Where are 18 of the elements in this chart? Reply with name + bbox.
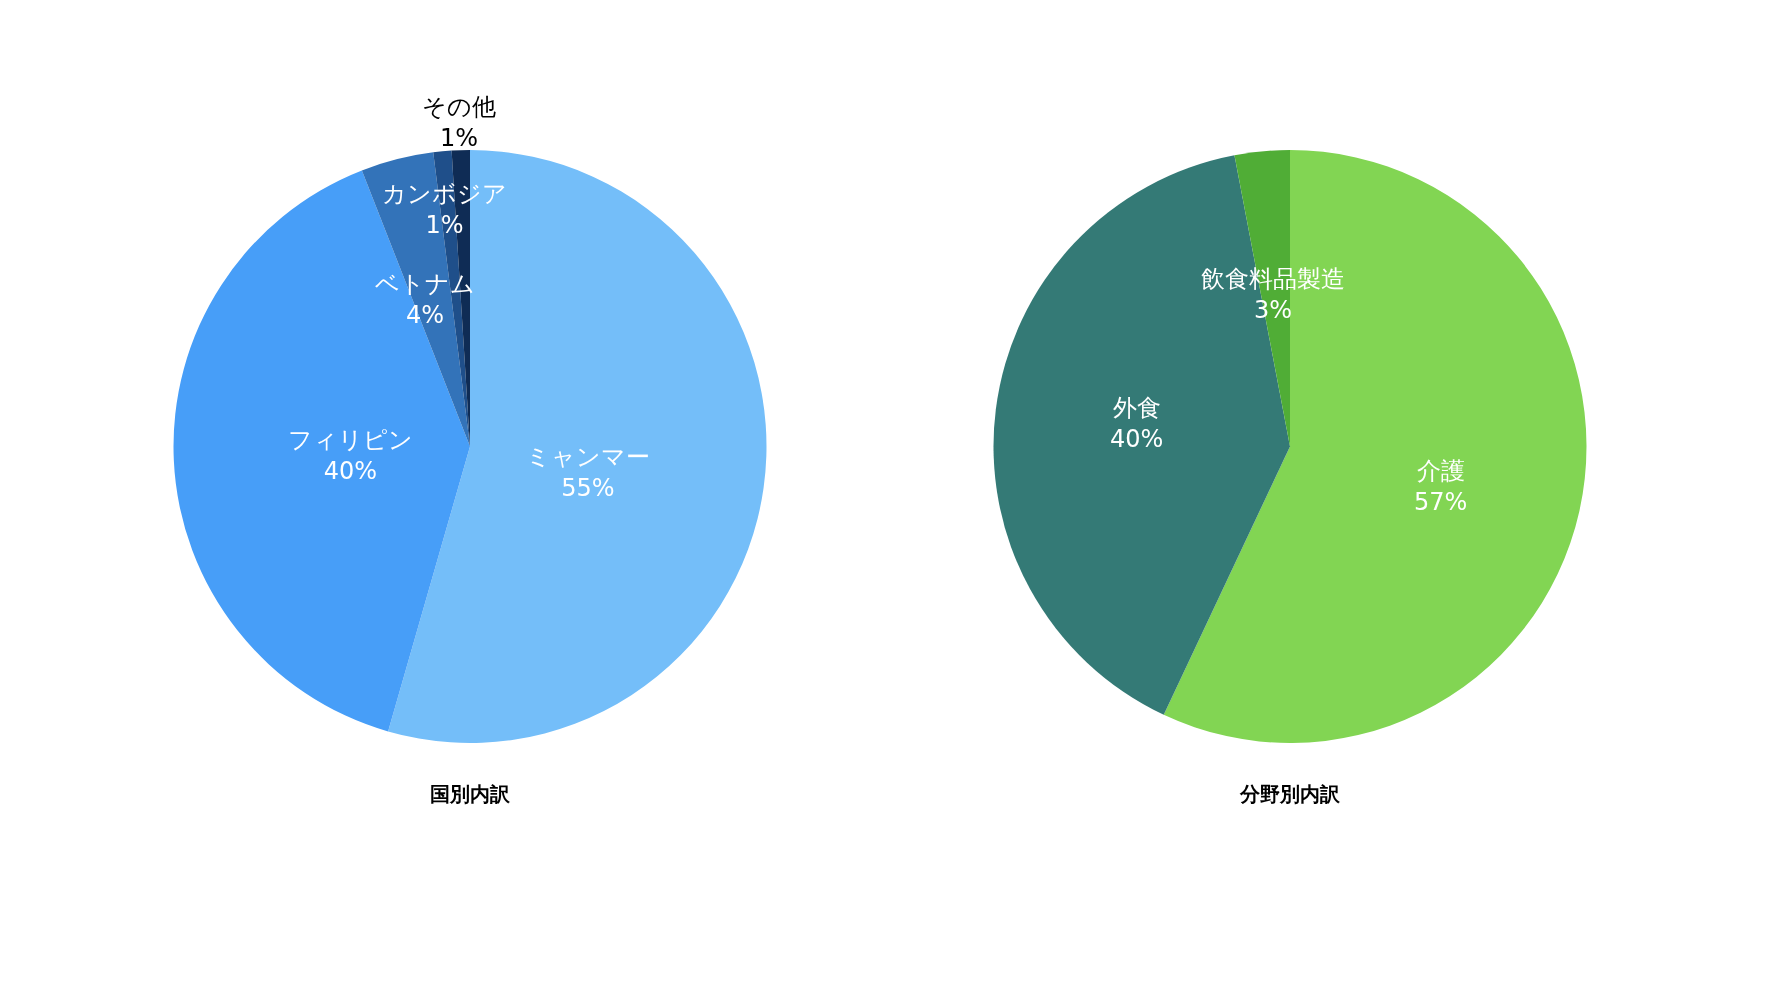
data-label: 1% <box>425 211 464 240</box>
slice-label: 外食 <box>1112 394 1161 422</box>
data-label: 4% <box>405 301 445 330</box>
text: 分野別内訳 <box>1239 782 1341 806</box>
slice-label: ミャンマー <box>526 443 650 471</box>
data-label: 55% <box>561 474 615 503</box>
slice-label: ベトナム <box>375 270 475 298</box>
data-label: 3% <box>1253 296 1293 325</box>
slice-label: フィリピン <box>288 426 413 454</box>
data-label: 1% <box>439 124 479 153</box>
slice-label: その他 <box>422 93 496 121</box>
data-label: 57% <box>1414 488 1468 517</box>
slice-label: 飲食料品製造 <box>1201 265 1345 293</box>
data-label: 40% <box>323 457 378 486</box>
pie-slice <box>1163 150 1587 743</box>
text: 国別内訳 <box>430 782 511 806</box>
data-label: 40% <box>1110 425 1164 454</box>
slice-label: 介護 <box>1416 457 1465 485</box>
